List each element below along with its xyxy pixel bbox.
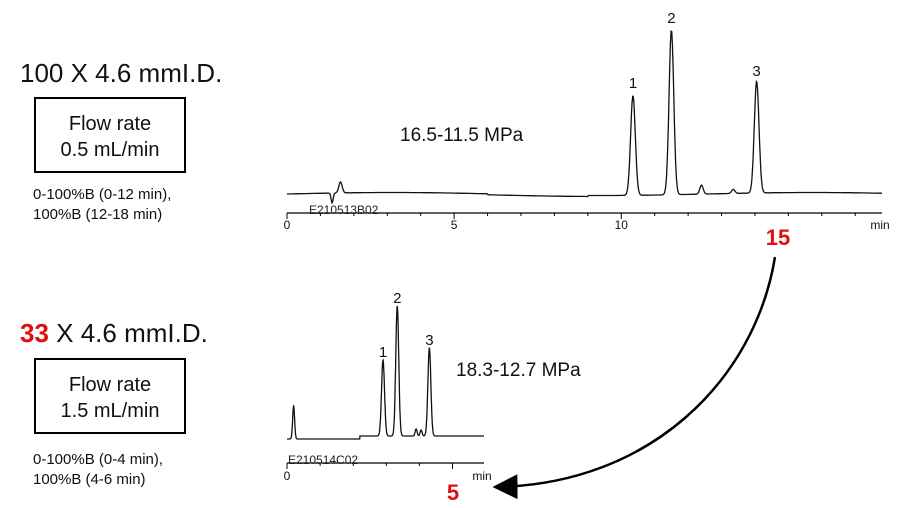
file-id-1: E210513B02	[309, 203, 379, 217]
x-tick-label-1-10: 10	[615, 218, 629, 232]
pressure-label-1: 16.5-11.5 MPa	[400, 125, 524, 146]
peak-label-2-3: 3	[425, 332, 433, 349]
x-axis-label-2: min	[472, 469, 491, 483]
gradient-text-2: 0-100%B (0-4 min), 100%B (4-6 min)	[33, 450, 163, 490]
x-axis-label-1: min	[870, 218, 889, 232]
callout-label-15: 15	[766, 225, 790, 250]
callout-label-5: 5	[447, 480, 459, 505]
flow-rate-value-2: 1.5 mL/min	[60, 400, 160, 422]
x-tick-label-1-0: 0	[284, 218, 291, 232]
column-title-2: 33 X 4.6 mmI.D.	[20, 318, 208, 349]
gradient-line-1b: 100%B (12-18 min)	[33, 206, 163, 223]
column-length-2: 33	[20, 318, 49, 348]
column-spec-1: X 4.6 mmI.D.	[63, 58, 223, 88]
x-tick-label-2-0: 0	[284, 469, 291, 483]
column-title-1: 100 X 4.6 mmI.D.	[20, 58, 222, 89]
comparison-arrow	[492, 256, 777, 500]
flow-rate-label-2: Flow rate	[68, 374, 152, 396]
peak-label-1-1: 1	[629, 75, 637, 92]
pressure-label-2: 18.3-12.7 MPa	[456, 360, 581, 381]
peak-label-2-1: 1	[379, 344, 387, 361]
gradient-line-2b: 100%B (4-6 min)	[33, 471, 146, 488]
file-id-2: E210514C02	[288, 453, 358, 467]
column-length-1: 100	[20, 58, 64, 88]
gradient-text-1: 0-100%B (0-12 min), 100%B (12-18 min)	[33, 185, 171, 225]
x-tick-label-1-5: 5	[451, 218, 458, 232]
flow-rate-box-2: Flow rate 1.5 mL/min	[34, 358, 186, 434]
peak-label-1-2: 2	[667, 10, 675, 27]
gradient-line-2a: 0-100%B (0-4 min),	[33, 451, 164, 468]
flow-rate-box-1: Flow rate 0.5 mL/min	[34, 97, 186, 173]
flow-rate-value-1: 0.5 mL/min	[60, 139, 160, 161]
chromatogram-trace-1	[287, 29, 882, 205]
chromatogram-trace-2	[287, 305, 484, 440]
peak-label-1-3: 3	[752, 63, 760, 80]
gradient-line-1a: 0-100%B (0-12 min),	[33, 186, 172, 203]
flow-rate-label-1: Flow rate	[68, 113, 152, 135]
peak-label-2-2: 2	[393, 290, 401, 307]
column-spec-2: X 4.6 mmI.D.	[48, 318, 208, 348]
